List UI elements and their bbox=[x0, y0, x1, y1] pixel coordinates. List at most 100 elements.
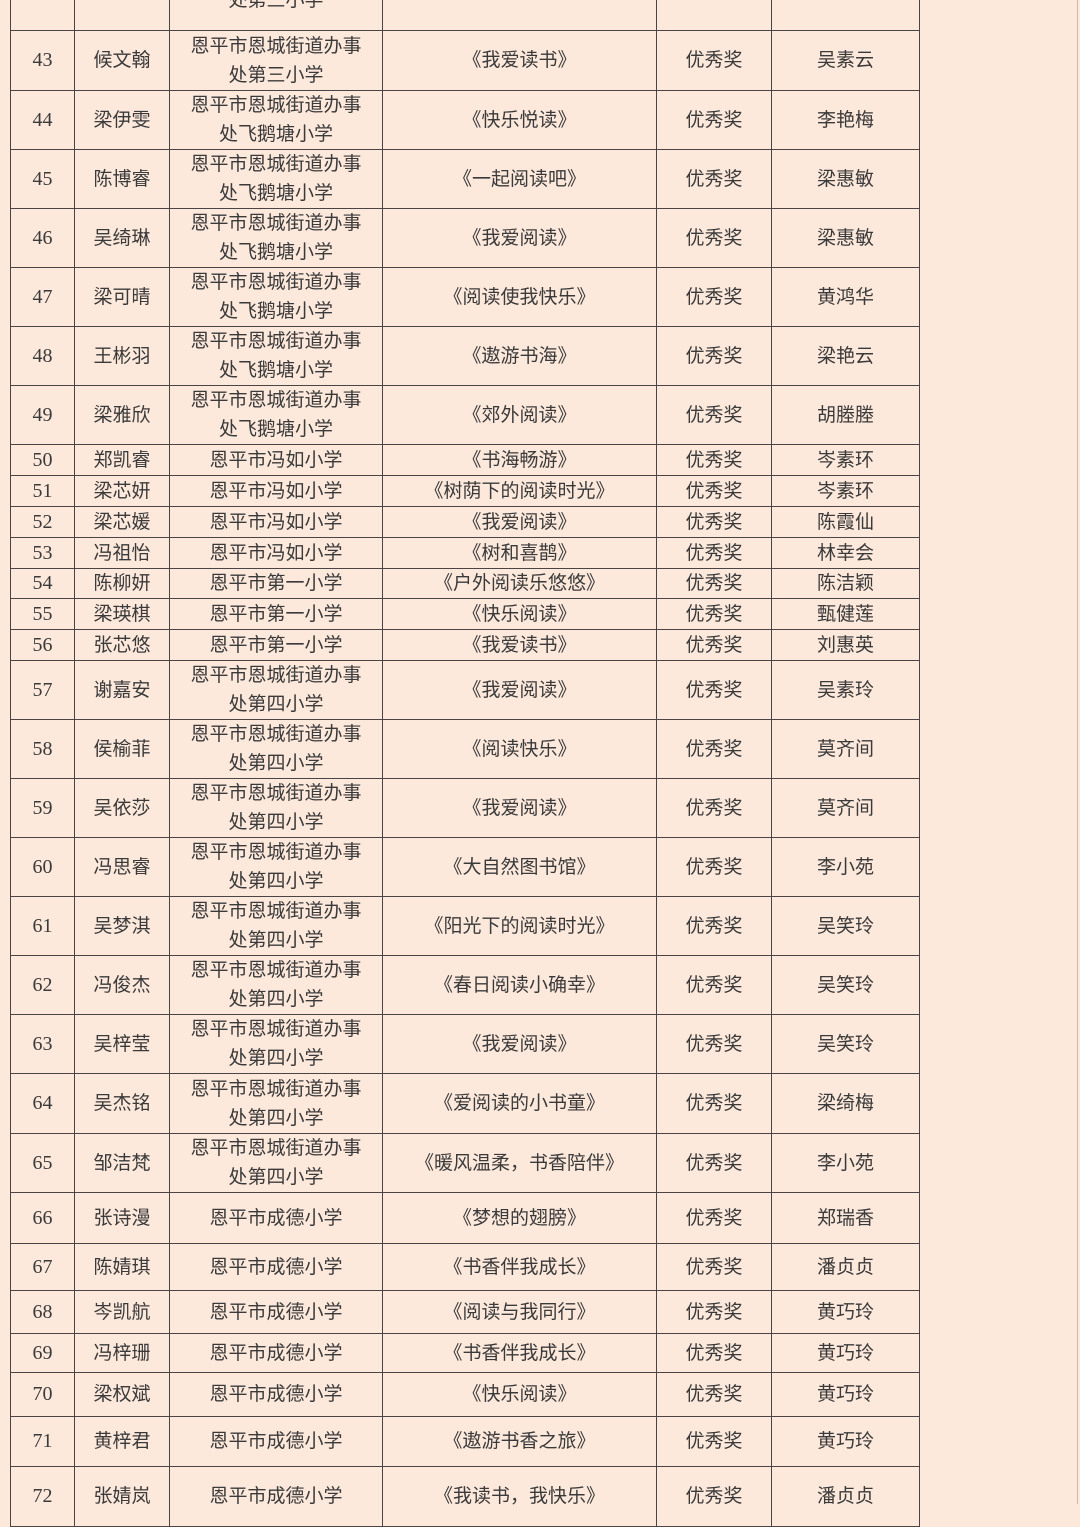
work-title: 《我读书，我快乐》 bbox=[382, 1466, 657, 1527]
student-name: 冯祖怡 bbox=[74, 537, 170, 569]
school-line: 恩平市恩城街道办事 bbox=[190, 841, 362, 863]
student-name: 吴依莎 bbox=[74, 778, 170, 838]
award-level: 优秀奖 bbox=[656, 1133, 772, 1193]
row-number: 48 bbox=[10, 326, 75, 386]
school-line: 恩平市恩城街道办事 bbox=[190, 664, 362, 686]
row-number: 57 bbox=[10, 660, 75, 720]
teacher-name: 岑素环 bbox=[771, 475, 920, 507]
student-name: 黄梓君 bbox=[74, 1416, 170, 1467]
award-level: 优秀奖 bbox=[656, 537, 772, 569]
school-name: 恩平市第一小学 bbox=[169, 568, 383, 599]
work-title: 《爱阅读的小书童》 bbox=[382, 1073, 657, 1134]
table-row: 55 梁瑛棋 恩平市第一小学 《快乐阅读》 优秀奖 甄健莲 bbox=[10, 598, 920, 630]
teacher-name: 黄鸿华 bbox=[771, 267, 920, 327]
work-title: 《树和喜鹊》 bbox=[382, 537, 657, 569]
work-title: 《一起阅读吧》 bbox=[382, 149, 657, 209]
award-level: 优秀奖 bbox=[656, 955, 772, 1015]
school-line: 恩平市冯如小学 bbox=[209, 510, 343, 533]
school-line: 处第四小学 bbox=[228, 988, 324, 1010]
work-title: 《树荫下的阅读时光》 bbox=[382, 475, 657, 507]
teacher-name: 黄巧玲 bbox=[771, 1290, 920, 1334]
student-name: 王彬羽 bbox=[74, 326, 170, 386]
school-line: 恩平市第一小学 bbox=[209, 572, 343, 594]
work-title: 《阳光下的阅读时光》 bbox=[382, 896, 657, 956]
school-line: 恩平市恩城街道办事 bbox=[190, 330, 362, 352]
teacher-name: 吴笑玲 bbox=[771, 1014, 920, 1074]
teacher-name: 梁绮梅 bbox=[771, 1073, 920, 1134]
school-name: 恩平市恩城街道办事 处第四小学 bbox=[169, 837, 383, 897]
work-title: 《户外阅读乐悠悠》 bbox=[382, 568, 657, 599]
table-row: 67 陈婧琪 恩平市成德小学 《书香伴我成长》 优秀奖 潘贞贞 bbox=[10, 1243, 920, 1291]
row-number: 70 bbox=[10, 1372, 75, 1417]
student-name: 张婧岚 bbox=[74, 1466, 170, 1527]
teacher-name: 梁惠敏 bbox=[771, 149, 920, 209]
row-number: 59 bbox=[10, 778, 75, 838]
row-number: 50 bbox=[10, 444, 75, 476]
student-name: 吴梓莹 bbox=[74, 1014, 170, 1074]
teacher-name: 吴笑玲 bbox=[771, 896, 920, 956]
award-level: 优秀奖 bbox=[656, 1192, 772, 1244]
table-row: 50 郑凯睿 恩平市冯如小学 《书海畅游》 优秀奖 岑素环 bbox=[10, 444, 920, 476]
school-name: 恩平市冯如小学 bbox=[169, 444, 383, 476]
work-title: 《快乐阅读》 bbox=[382, 598, 657, 630]
work-title: 《郊外阅读》 bbox=[382, 385, 657, 445]
school-line: 处第四小学 bbox=[228, 929, 324, 951]
award-level: 优秀奖 bbox=[656, 385, 772, 445]
school-name: 恩平市恩城街道办事 处第四小学 bbox=[169, 1073, 383, 1134]
award-level: 优秀奖 bbox=[656, 629, 772, 661]
table-row: 48 王彬羽 恩平市恩城街道办事 处飞鹅塘小学 《遨游书海》 优秀奖 梁艳云 bbox=[10, 326, 920, 386]
school-line: 恩平市恩城街道办事 bbox=[190, 1137, 362, 1159]
school-name: 恩平市恩城街道办事 处第四小学 bbox=[169, 896, 383, 956]
award-level: 优秀奖 bbox=[656, 1243, 772, 1291]
school-name: 恩平市恩城街道办事 处飞鹅塘小学 bbox=[169, 326, 383, 386]
school-line: 恩平市恩城街道办事 bbox=[190, 900, 362, 922]
award-level: 优秀奖 bbox=[656, 896, 772, 956]
teacher-name: 甄健莲 bbox=[771, 598, 920, 630]
table-row: 60 冯思睿 恩平市恩城街道办事 处第四小学 《大自然图书馆》 优秀奖 李小苑 bbox=[10, 837, 920, 897]
school-line: 恩平市成德小学 bbox=[209, 1341, 343, 1364]
student-name: 邹洁梵 bbox=[74, 1133, 170, 1193]
school-name: 恩平市恩城街道办事 处飞鹅塘小学 bbox=[169, 267, 383, 327]
student-name: 冯思睿 bbox=[74, 837, 170, 897]
table-row: 63 吴梓莹 恩平市恩城街道办事 处第四小学 《我爱阅读》 优秀奖 吴笑玲 bbox=[10, 1014, 920, 1074]
row-number: 69 bbox=[10, 1333, 75, 1373]
row-number: 67 bbox=[10, 1243, 75, 1291]
school-line: 恩平市成德小学 bbox=[209, 1206, 343, 1229]
school-line: 恩平市恩城街道办事 bbox=[190, 1077, 362, 1100]
row-number: 66 bbox=[10, 1192, 75, 1244]
student-name: 冯俊杰 bbox=[74, 955, 170, 1015]
school-name: 恩平市成德小学 bbox=[169, 1192, 383, 1244]
table-row: 51 梁芯妍 恩平市冯如小学 《树荫下的阅读时光》 优秀奖 岑素环 bbox=[10, 475, 920, 507]
award-level: 优秀奖 bbox=[656, 444, 772, 476]
school-name: 恩平市恩城街道办事 处飞鹅塘小学 bbox=[169, 385, 383, 445]
award-level: 优秀奖 bbox=[656, 90, 772, 150]
school-name: 恩平市成德小学 bbox=[169, 1372, 383, 1417]
school-line: 处第三小学 bbox=[228, 0, 324, 11]
work-title: 《我爱读书》 bbox=[382, 629, 657, 661]
award-level: 优秀奖 bbox=[656, 30, 772, 91]
school-line: 处第四小学 bbox=[228, 1047, 324, 1069]
row-number: 56 bbox=[10, 629, 75, 661]
row-number: 55 bbox=[10, 598, 75, 630]
school-name: 恩平市第一小学 bbox=[169, 598, 383, 630]
award-level: 优秀奖 bbox=[656, 837, 772, 897]
award-level: 优秀奖 bbox=[656, 506, 772, 538]
teacher-name: 陈霞仙 bbox=[771, 506, 920, 538]
work-title: 《我爱读书》 bbox=[382, 30, 657, 91]
school-line: 恩平市恩城街道办事 bbox=[190, 271, 362, 293]
teacher-name: 陈洁颖 bbox=[771, 568, 920, 599]
teacher-name: 莫齐间 bbox=[771, 778, 920, 838]
row-number: 49 bbox=[10, 385, 75, 445]
award-level: 优秀奖 bbox=[656, 1372, 772, 1417]
school-name: 恩平市恩城街道办事 处第四小学 bbox=[169, 1014, 383, 1074]
work-title: 《书香伴我成长》 bbox=[382, 1243, 657, 1291]
student-name: 岑凯航 bbox=[74, 1290, 170, 1334]
table-row: 64 吴杰铭 恩平市恩城街道办事 处第四小学 《爱阅读的小书童》 优秀奖 梁绮梅 bbox=[10, 1073, 920, 1134]
teacher-name: 潘贞贞 bbox=[771, 1243, 920, 1291]
work-title: 《书香伴我成长》 bbox=[382, 1333, 657, 1373]
school-name: 恩平市恩城街道办事 处第四小学 bbox=[169, 955, 383, 1015]
work-title: 《阅读快乐》 bbox=[382, 719, 657, 779]
table-row: 70 梁权斌 恩平市成德小学 《快乐阅读》 优秀奖 黄巧玲 bbox=[10, 1372, 920, 1417]
student-name: 陈博睿 bbox=[74, 149, 170, 209]
teacher-name: 潘贞贞 bbox=[771, 1466, 920, 1527]
